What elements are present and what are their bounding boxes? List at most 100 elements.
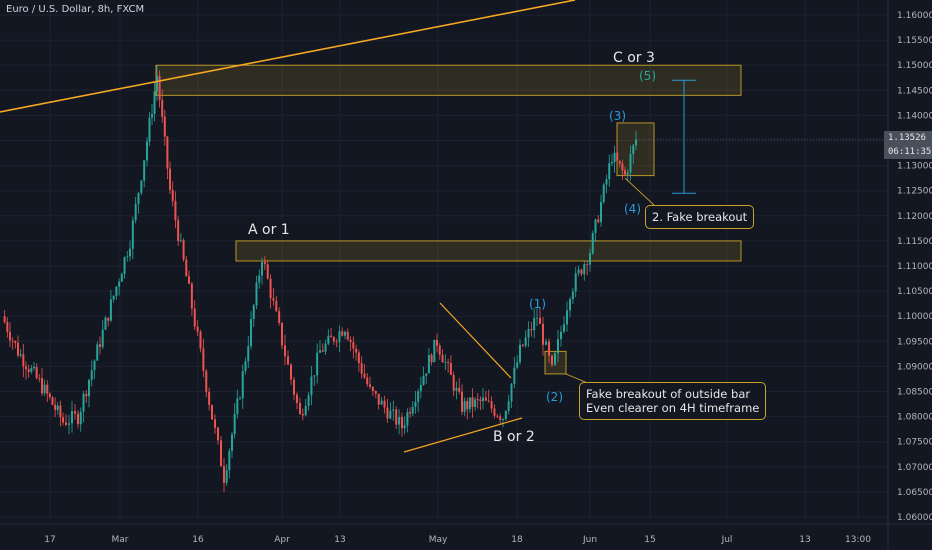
candle-body xyxy=(519,344,521,363)
wave-label-5: (5) xyxy=(639,69,656,83)
candle-body xyxy=(22,354,25,367)
candle-body xyxy=(174,201,177,221)
candle-body xyxy=(208,391,211,405)
candle-body xyxy=(153,91,156,114)
candle-body xyxy=(411,406,414,414)
candle-body xyxy=(360,363,363,374)
candle-body xyxy=(516,362,519,368)
candle-body xyxy=(355,348,358,353)
symbol-title: Euro / U.S. Dollar, 8h, FXCM xyxy=(6,4,145,15)
candle-body xyxy=(275,300,278,312)
candle-body xyxy=(46,384,49,394)
candle-body xyxy=(321,350,324,352)
candle-body xyxy=(466,401,469,410)
candle-body xyxy=(380,400,383,405)
callout-outside-bar: Fake breakout of outside bar Even cleare… xyxy=(579,382,767,420)
candle-body xyxy=(131,220,134,249)
candle-body xyxy=(551,355,553,365)
candles-layer xyxy=(3,65,637,493)
candle-body xyxy=(419,384,422,392)
candle-body xyxy=(493,408,496,416)
candle-body xyxy=(403,425,406,429)
candle-body xyxy=(608,163,611,180)
candle-body xyxy=(344,331,346,336)
candle-body xyxy=(90,370,93,380)
candle-body xyxy=(513,367,516,384)
candle-body xyxy=(146,141,148,161)
candle-body xyxy=(129,248,131,257)
candle-body xyxy=(487,400,490,402)
candle-body xyxy=(444,362,447,363)
candle-body xyxy=(104,317,107,330)
candle-body xyxy=(6,322,9,333)
candle-body xyxy=(85,393,88,397)
candle-body xyxy=(436,339,438,346)
y-tick-label: 1.14000 xyxy=(897,111,932,121)
candle-body xyxy=(605,179,608,185)
candle-body xyxy=(600,201,602,223)
candle-body xyxy=(569,299,571,311)
candle-body xyxy=(293,379,295,395)
candle-body xyxy=(479,399,482,402)
candle-body xyxy=(591,233,594,254)
candle-body xyxy=(59,405,62,418)
wave-label-3: (3) xyxy=(609,109,626,123)
wave-label-4: (4) xyxy=(624,202,641,216)
candle-body xyxy=(287,356,289,365)
x-tick-label: Apr xyxy=(274,535,290,545)
candle-body xyxy=(252,305,255,320)
candle-body xyxy=(624,170,626,175)
candle-body xyxy=(169,168,171,190)
y-tick-label: 1.16000 xyxy=(897,11,932,21)
candle-body xyxy=(281,322,283,346)
candle-body xyxy=(496,415,499,417)
candle-body xyxy=(9,332,11,341)
y-tick-label: 1.07000 xyxy=(897,463,932,473)
x-axis[interactable]: 17 Mar 16 Apr 13 May 18 Jun 15 Jul 13 13:00 xyxy=(0,523,932,545)
candle-body xyxy=(202,348,205,371)
candle-body xyxy=(398,416,401,425)
candle-body xyxy=(307,395,310,406)
candle-body xyxy=(96,344,99,361)
candle-body xyxy=(123,257,126,275)
label-c-or-3: C or 3 xyxy=(613,50,655,66)
candle-body xyxy=(120,274,123,282)
candle-body xyxy=(560,331,562,340)
candle-body xyxy=(79,411,82,425)
y-axis[interactable]: 1.16000 1.15500 1.15000 1.14500 1.14000 1.135… xyxy=(887,0,932,550)
candle-body xyxy=(179,240,182,241)
candle-body xyxy=(17,342,19,356)
y-tick-label: 1.06500 xyxy=(897,488,932,498)
candle-body xyxy=(156,75,158,92)
candle-body xyxy=(255,282,258,306)
candle-body xyxy=(65,422,67,425)
candle-body xyxy=(284,345,286,357)
candle-body xyxy=(363,373,366,378)
candle-body xyxy=(374,391,377,394)
candle-body xyxy=(233,413,236,435)
candle-body xyxy=(148,117,151,142)
candle-body xyxy=(527,329,530,338)
candle-body xyxy=(56,405,59,410)
candle-body xyxy=(507,401,510,411)
candle-body xyxy=(27,369,30,372)
candle-body xyxy=(290,364,292,380)
candle-body xyxy=(231,434,233,451)
candle-body xyxy=(635,139,637,146)
candle-body xyxy=(580,269,583,275)
candle-body xyxy=(107,317,110,321)
candle-body xyxy=(266,264,269,279)
candle-body xyxy=(548,341,550,356)
candle-body xyxy=(228,450,231,471)
candle-body xyxy=(163,116,166,137)
candle-body xyxy=(542,323,544,345)
candle-body xyxy=(589,253,591,265)
x-tick-label: 13:00 xyxy=(845,535,871,545)
candle-body xyxy=(74,411,76,414)
candle-body xyxy=(225,470,228,483)
y-tick-label: 1.12500 xyxy=(897,187,932,197)
candle-body xyxy=(566,310,568,325)
x-tick-label: Jun xyxy=(582,535,597,545)
candle-body xyxy=(220,440,222,467)
